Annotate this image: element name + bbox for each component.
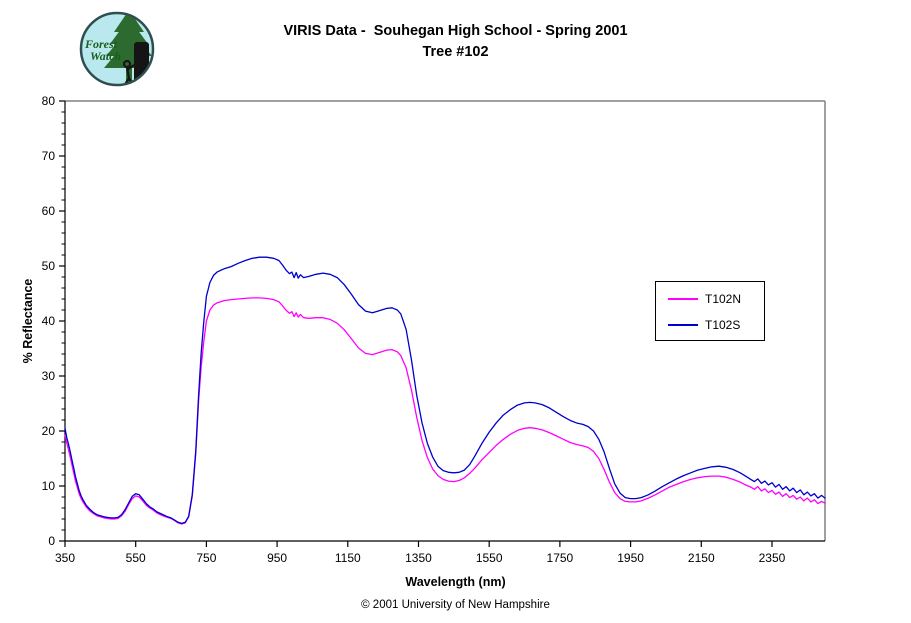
t102s-line-swatch [668,324,698,326]
series-lines [64,256,826,525]
chart-title-line2: Tree #102 [422,44,489,60]
svg-text:80: 80 [42,94,56,108]
svg-text:550: 550 [126,551,146,565]
svg-text:2350: 2350 [759,551,786,565]
svg-text:350: 350 [55,551,75,565]
legend-entry-t102s: T102S [668,315,740,335]
svg-text:70: 70 [42,149,56,163]
svg-text:1350: 1350 [405,551,432,565]
logo-text-forest: Forest [84,37,118,51]
logo-text-watch: Watch [90,49,121,63]
forest-watch-logo: Forest Watch [79,11,155,87]
chart-title: VIRIS Data - Souhegan High School - Spri… [0,21,911,63]
legend-label-t102n: T102N [705,292,742,306]
legend-entry-t102n: T102N [668,289,741,309]
svg-text:950: 950 [267,551,287,565]
logo-tree-icon: Forest Watch [84,14,152,84]
svg-text:1950: 1950 [617,551,644,565]
legend-label-t102s: T102S [705,318,741,332]
svg-text:750: 750 [196,551,216,565]
svg-text:2150: 2150 [688,551,715,565]
x-axis: 350 550 750 950 1150 1350 1550 1750 1950 2150 2350 [55,541,786,565]
svg-text:0: 0 [48,534,55,548]
plot-border [64,100,826,542]
svg-text:1150: 1150 [335,551,361,565]
svg-text:20: 20 [42,424,56,438]
svg-text:60: 60 [42,204,56,218]
x-axis-title: Wavelength (nm) [405,575,506,589]
y-axis: 0 10 20 30 40 50 60 70 80 [42,94,65,548]
series-t102n [64,297,826,525]
t102n-line-swatch [668,298,698,300]
svg-text:1550: 1550 [476,551,503,565]
chart-title-line1: VIRIS Data - Souhegan High School - Spri… [283,23,628,39]
svg-text:50: 50 [42,259,56,273]
copyright-text: © 2001 University of New Hampshire [361,599,550,611]
svg-text:40: 40 [42,314,56,328]
svg-text:10: 10 [42,479,56,493]
svg-text:30: 30 [42,369,56,383]
legend: T102N T102S [655,281,765,341]
y-axis-title: % Reflectance [21,278,35,364]
series-t102s [64,256,826,525]
svg-text:1750: 1750 [547,551,574,565]
